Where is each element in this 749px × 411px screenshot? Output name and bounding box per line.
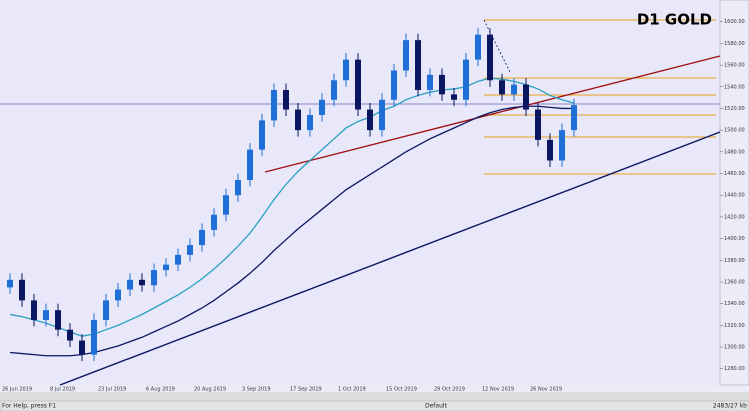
y-tick-label: 1340.00 [724,301,745,307]
candle-body [307,114,313,131]
y-tick-label: 1360.00 [724,279,745,285]
candle-body [319,99,325,115]
candle-body [151,270,157,286]
candle-body [55,310,61,330]
moving-average [9,77,575,337]
candle-body [43,310,49,320]
status-help: For Help, press F1 [2,403,56,410]
y-tick-label: 1280.00 [724,366,745,372]
x-tick-label: 26 Nov 2019 [530,387,562,393]
candle-body [67,329,73,341]
candle-body [7,279,13,288]
status-profile: Default [425,403,448,410]
y-tick-label: 1560.00 [724,63,745,69]
candle-body [139,279,145,286]
x-tick-label: 17 Sep 2019 [290,387,322,393]
candle-body [223,195,229,215]
y-tick-label: 1460.00 [724,171,745,177]
x-tick-label: 29 Oct 2019 [434,387,465,393]
candle-body [523,84,529,110]
fib-anchor-line [483,19,511,73]
y-tick-label: 1380.00 [724,258,745,264]
candle-body [295,109,301,131]
y-tick-label: 1500.00 [724,128,745,134]
y-tick-label: 1320.00 [724,323,745,329]
candle-body [247,149,253,181]
candle-body [499,80,505,95]
y-tick-label: 1400.00 [724,236,745,242]
x-tick-label: 12 Nov 2019 [482,387,514,393]
candle-body [391,70,397,100]
status-bar [0,400,749,411]
y-tick-label: 1520.00 [724,106,745,112]
candle-body [475,34,481,60]
candle-body [19,279,25,301]
candle-body [415,40,421,91]
candle-body [451,94,457,100]
candle-body [235,180,241,196]
candle-body [31,300,37,320]
candle-body [331,80,337,100]
moving-average [9,105,574,357]
x-tick-label: 6 Aug 2019 [146,387,175,393]
y-tick-label: 1600.00 [724,19,745,25]
candle-body [103,300,109,320]
candle-body [367,109,373,131]
candle-body [271,90,277,121]
candle-body [379,99,385,131]
candle-body [283,90,289,110]
candle-body [559,130,565,161]
candle-body [115,289,121,301]
x-tick-label: 8 Jul 2019 [50,387,75,393]
candle-body [211,214,217,230]
x-tick-label: 1 Oct 2019 [338,387,366,393]
candle-body [403,40,409,71]
candle-body [91,319,97,355]
candle-body [427,74,433,91]
y-tick-label: 1580.00 [724,41,745,47]
candle-body [127,279,133,290]
x-tick-label: 23 Jul 2019 [98,387,126,393]
candle-body [535,109,541,140]
x-tick-label: 15 Oct 2019 [386,387,417,393]
candle-body [187,245,193,255]
chart-area [0,0,720,385]
candle-body [199,229,205,246]
candle-body [547,139,553,161]
candle-body [175,254,181,265]
x-tick-label: 3 Sep 2019 [242,387,271,393]
candle-body [79,340,85,355]
x-tick-label: 26 Jun 2019 [2,387,32,393]
candle-body [487,34,493,81]
price-axis [719,0,749,386]
y-tick-label: 1480.00 [724,149,745,155]
y-tick-label: 1440.00 [724,193,745,199]
tab-bar [0,392,749,401]
candle-body [259,120,265,150]
support-trendline [59,131,721,386]
y-tick-label: 1540.00 [724,84,745,90]
candle-body [463,59,469,100]
candle-body [355,59,361,110]
fibonacci-levels [484,19,716,175]
x-tick-label: 20 Aug 2019 [194,387,226,393]
candle-body [571,105,577,131]
candle-body [343,59,349,81]
y-tick-label: 1420.00 [724,214,745,220]
resistance-trendline [264,55,721,173]
candle-body [163,264,169,271]
candle-body [511,84,517,95]
y-tick-label: 1300.00 [724,345,745,351]
candle-body [439,74,445,95]
chart-title: D1 GOLD [637,11,712,29]
status-traffic: 2483/27 kb [713,403,747,410]
